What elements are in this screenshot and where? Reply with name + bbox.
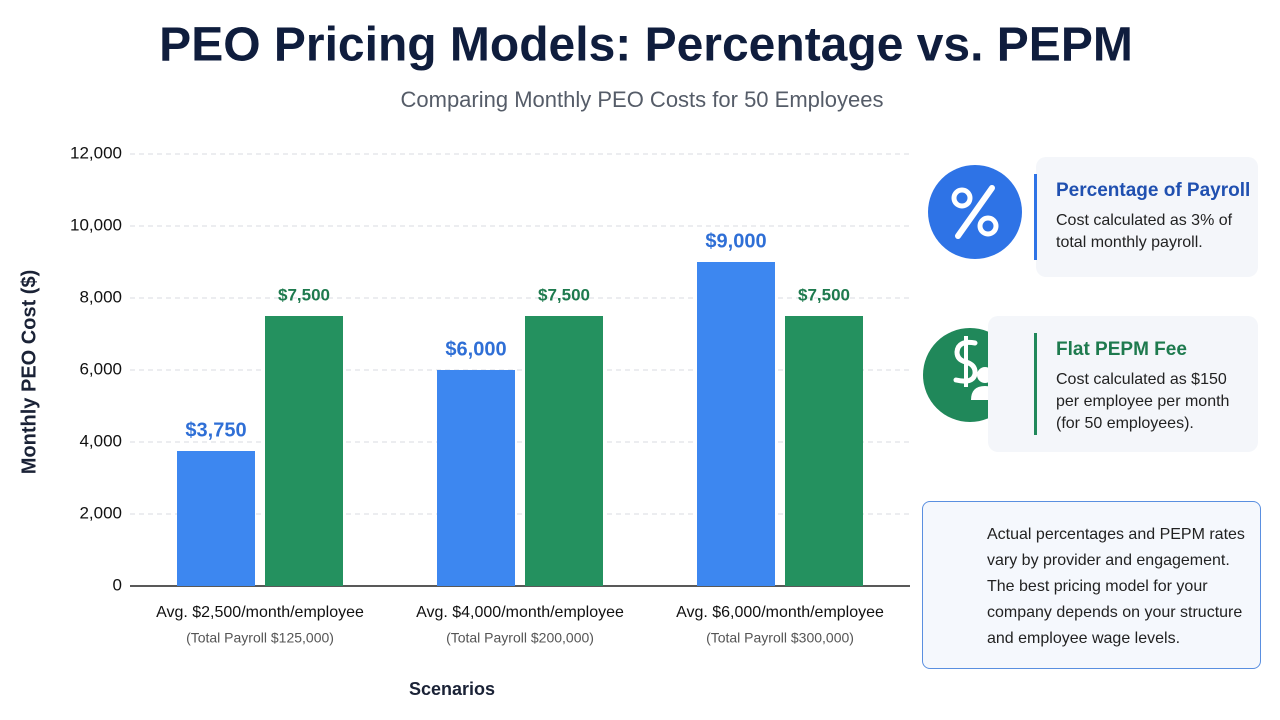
y-tick-label: 12,000 <box>70 143 122 162</box>
x-tick-note: (Total Payroll $300,000) <box>706 630 854 646</box>
card-separator <box>1034 333 1037 435</box>
card-title: Flat PEPM Fee <box>1056 339 1187 360</box>
bar <box>177 451 255 586</box>
card-description: Cost calculated as 3% of total monthly p… <box>1056 212 1233 251</box>
value-label: $3,750 <box>185 419 246 441</box>
y-tick-label: 10,000 <box>70 215 122 234</box>
bar <box>265 316 343 586</box>
bar <box>785 316 863 586</box>
bar <box>525 316 603 586</box>
card-description: Cost calculated as $150 per employee per… <box>1056 371 1230 432</box>
bar <box>697 262 775 586</box>
x-tick-label: Avg. $6,000/month/employee <box>676 604 884 621</box>
x-axis-title: Scenarios <box>409 679 495 699</box>
chart-subtitle: Comparing Monthly PEO Costs for 50 Emplo… <box>401 87 884 112</box>
bar <box>437 370 515 586</box>
x-tick-label: Avg. $2,500/month/employee <box>156 604 364 621</box>
x-tick-label: Avg. $4,000/month/employee <box>416 604 624 621</box>
y-tick-label: 8,000 <box>79 287 122 306</box>
value-label: $7,500 <box>538 285 590 304</box>
note-text: Actual percentages and PEPM rates vary b… <box>987 526 1245 647</box>
value-label: $7,500 <box>278 285 330 304</box>
value-label: $7,500 <box>798 285 850 304</box>
card-percentage <box>1036 157 1258 277</box>
y-tick-label: 6,000 <box>79 359 122 378</box>
x-tick-note: (Total Payroll $200,000) <box>446 630 594 646</box>
y-tick-label: 4,000 <box>79 431 122 450</box>
value-label: $6,000 <box>445 338 506 360</box>
card-pepm <box>988 316 1258 452</box>
y-tick-label: 2,000 <box>79 503 122 522</box>
card-separator <box>1034 174 1037 260</box>
value-label: $9,000 <box>705 230 766 252</box>
chart-title: PEO Pricing Models: Percentage vs. PEPM <box>159 19 1133 72</box>
x-tick-note: (Total Payroll $125,000) <box>186 630 334 646</box>
note-box: Actual percentages and PEPM rates vary b… <box>922 501 1261 669</box>
y-axis-title: Monthly PEO Cost ($) <box>18 270 40 474</box>
card-title: Percentage of Payroll <box>1056 180 1251 201</box>
percent-icon <box>928 165 1022 259</box>
y-tick-label: 0 <box>113 575 122 594</box>
